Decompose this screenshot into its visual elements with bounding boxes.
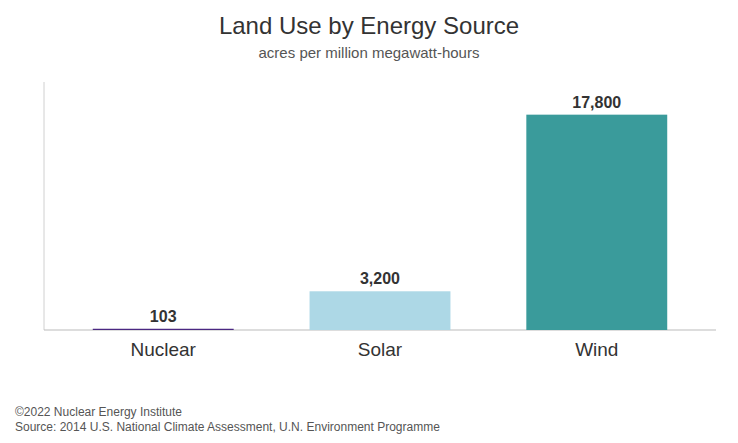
chart-svg: Land Use by Energy Source acres per milli… — [0, 0, 738, 443]
bar — [93, 329, 234, 330]
x-tick-label: Wind — [575, 339, 618, 360]
background — [0, 0, 738, 443]
y-axis-line — [44, 82, 45, 330]
footer-note: Source: 2014 U.S. National Climate Asses… — [15, 420, 440, 434]
subtitle: acres per million megawatt-hours — [259, 44, 480, 61]
footer-note: ©2022 Nuclear Energy Institute — [15, 405, 182, 419]
bar — [526, 115, 667, 330]
x-tick-label: Solar — [358, 339, 403, 360]
data-label: 103 — [150, 308, 177, 325]
chart-container: Land Use by Energy Source acres per milli… — [0, 0, 738, 443]
bars — [93, 115, 667, 330]
title: Land Use by Energy Source — [219, 12, 519, 39]
data-label: 3,200 — [360, 270, 400, 287]
x-tick-label: Nuclear — [130, 339, 196, 360]
data-label: 17,800 — [572, 94, 621, 111]
bar — [310, 291, 451, 330]
